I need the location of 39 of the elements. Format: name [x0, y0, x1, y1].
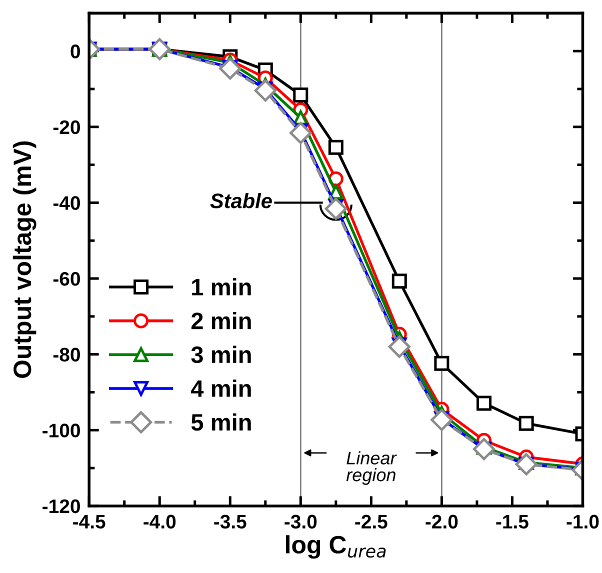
x-tick-label: -1.5 [496, 515, 528, 529]
annotation: Stable [210, 193, 272, 208]
y-tick-label: -100 [42, 424, 80, 438]
point [392, 274, 407, 289]
x-tick-label: -4.5 [73, 515, 106, 529]
point [430, 408, 453, 431]
x-tick-label: -2.5 [355, 514, 388, 529]
x-tick-label: -4.0 [144, 514, 176, 529]
y-tick-label: 0 [70, 44, 80, 58]
point [518, 416, 534, 431]
y-axis-title: Output voltage (mV) [12, 141, 36, 378]
y-tick-label: -60 [53, 272, 80, 286]
y-tick-label: -120 [42, 499, 80, 514]
legend-label: 5 min [191, 413, 251, 431]
point [388, 336, 410, 358]
x-tick-label: -3.0 [284, 514, 317, 529]
legend-label: 2 min [191, 312, 251, 330]
point [219, 57, 242, 80]
point [324, 198, 347, 220]
point [476, 396, 492, 411]
x-axis-title: log C$_{urea}$ [286, 535, 386, 559]
x-tick-label: -3.5 [214, 514, 246, 529]
point [472, 438, 496, 460]
x-tick-label: -1.0 [566, 514, 599, 529]
point [148, 38, 171, 60]
point [328, 140, 344, 155]
y-tick-label: -40 [53, 196, 80, 210]
legend-label: 1 min [192, 278, 251, 296]
legend-label: 3 min [191, 346, 251, 364]
legend-label: 4 min [190, 380, 251, 397]
y-tick-label: -80 [53, 348, 80, 362]
point [254, 79, 276, 102]
y-tick-label: -20 [53, 120, 80, 134]
x-tick-label: -2.0 [426, 514, 458, 529]
point [290, 122, 312, 144]
point [515, 453, 538, 476]
annotation: Linear region [346, 451, 397, 485]
point [434, 356, 450, 371]
point [293, 88, 308, 103]
